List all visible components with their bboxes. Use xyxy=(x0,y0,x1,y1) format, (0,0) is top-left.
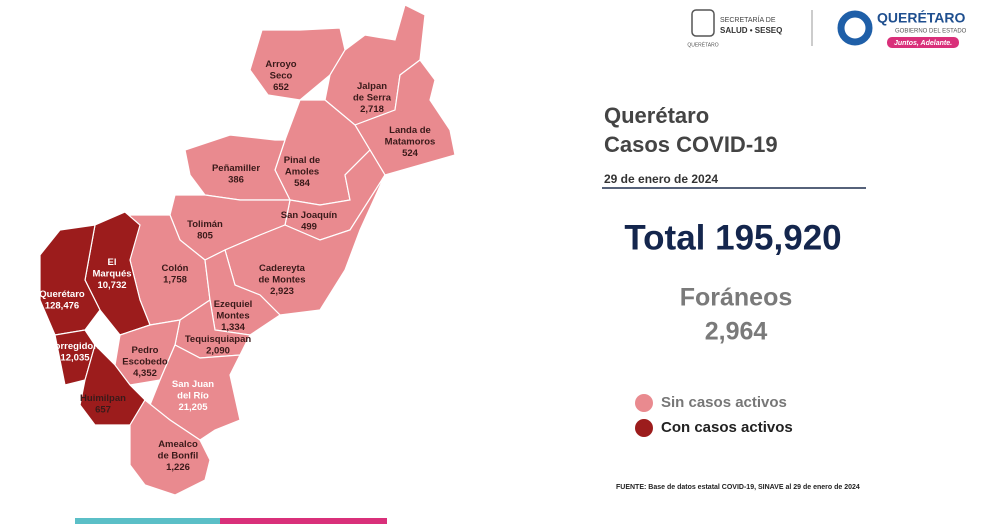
seal-caption: QUERÉTARO xyxy=(687,41,718,48)
municipality-cases: 524 xyxy=(402,148,419,159)
municipality-name: Colón xyxy=(162,263,189,274)
municipality-name: Pinal de xyxy=(284,155,320,166)
municipality-name: Querétaro xyxy=(39,289,85,300)
legend-swatch xyxy=(635,419,653,437)
municipality-area xyxy=(39,224,101,336)
municipality-cases: 21,205 xyxy=(178,402,208,413)
municipality-cases: 652 xyxy=(273,82,289,93)
municipality-name: del Río xyxy=(177,391,209,402)
municipality-name: Huimilpan xyxy=(80,393,126,404)
slogan-pill xyxy=(887,37,959,48)
municipality-name: Matamoros xyxy=(385,137,436,148)
ministry-name: SALUD • SESEQ xyxy=(720,26,782,35)
municipality-name: Montes xyxy=(216,311,249,322)
municipality-name: San Juan xyxy=(172,379,214,390)
municipality-name: Escobedo xyxy=(122,357,168,368)
municipality-name: Arroyo xyxy=(265,59,296,70)
municipality-area xyxy=(184,134,291,201)
municipality-name: Amealco xyxy=(158,439,198,450)
municipality-cases: 128,476 xyxy=(45,300,79,311)
municipality-cases: 499 xyxy=(301,221,317,232)
legend-label: Sin casos activos xyxy=(661,394,787,411)
municipality-cases: 2,090 xyxy=(206,345,230,356)
municipality-cases: 1,226 xyxy=(166,462,190,473)
municipality-cases: 10,732 xyxy=(97,280,126,291)
municipality-cases: 1,758 xyxy=(163,274,187,285)
municipality-cases: 4,352 xyxy=(133,368,157,379)
municipality-name: Seco xyxy=(270,71,293,82)
total: Total 195,920 xyxy=(624,218,841,257)
municipality-name: de Montes xyxy=(259,275,306,286)
brand-name: QUERÉTARO xyxy=(877,10,966,26)
municipality-cases: 2,718 xyxy=(360,104,384,115)
municipality-name: Pedro xyxy=(132,345,159,356)
municipality-name: Amoles xyxy=(285,167,319,178)
municipality-name: Landa de xyxy=(389,125,431,136)
municipality-cases: 2,923 xyxy=(270,286,294,297)
foraneos-value: 2,964 xyxy=(705,318,768,346)
municipality-cases: 584 xyxy=(294,178,311,189)
municipality-name: Cadereyta xyxy=(259,263,306,274)
municipality-name: de Serra xyxy=(353,93,392,104)
seal-icon xyxy=(691,9,715,37)
municipality-cases: 657 xyxy=(95,404,111,415)
municipality-name: Ezequiel xyxy=(214,299,253,310)
bottom-bar xyxy=(220,518,387,524)
subtitle: Casos COVID-19 xyxy=(604,132,778,157)
legend-swatch xyxy=(635,394,653,412)
legend: Sin casos activos Con casos activos xyxy=(635,394,793,437)
municipality-name: de Bonfil xyxy=(158,451,199,462)
municipality-area xyxy=(354,59,456,176)
municipality-name: Peñamiller xyxy=(212,163,260,174)
municipality-name: Corregidora xyxy=(48,341,103,352)
bottom-bar xyxy=(75,518,220,524)
ministry-label: SECRETARÍA DE xyxy=(720,15,776,24)
title: Querétaro xyxy=(604,103,709,128)
municipality-cases: 1,334 xyxy=(221,322,245,333)
legend-label: Con casos activos xyxy=(661,419,793,436)
foraneos-label: Foráneos xyxy=(680,284,793,312)
brand-logo xyxy=(837,10,873,46)
municipality-cases: 805 xyxy=(197,230,214,241)
source: FUENTE: Base de datos estatal COVID-19, … xyxy=(616,484,860,491)
municipality-name: El xyxy=(108,257,117,268)
municipality-name: San Joaquín xyxy=(281,210,338,221)
municipality-name: Tolimán xyxy=(187,219,223,230)
municipality-name: Marqués xyxy=(92,269,131,280)
municipality-cases: 12,035 xyxy=(60,352,90,363)
municipality-name: Jalpan xyxy=(357,81,387,92)
municipality-name: Tequisquiapan xyxy=(185,334,252,345)
header: SECRETARÍA DE SALUD • SESEQ QUERÉTARO QU… xyxy=(687,9,967,48)
municipality-cases: 386 xyxy=(228,174,244,185)
date: 29 de enero de 2024 xyxy=(604,172,718,186)
municipality-area xyxy=(129,399,211,496)
brand-sub: GOBIERNO DEL ESTADO xyxy=(895,29,967,35)
slogan: Juntos, Adelante. xyxy=(894,40,952,47)
